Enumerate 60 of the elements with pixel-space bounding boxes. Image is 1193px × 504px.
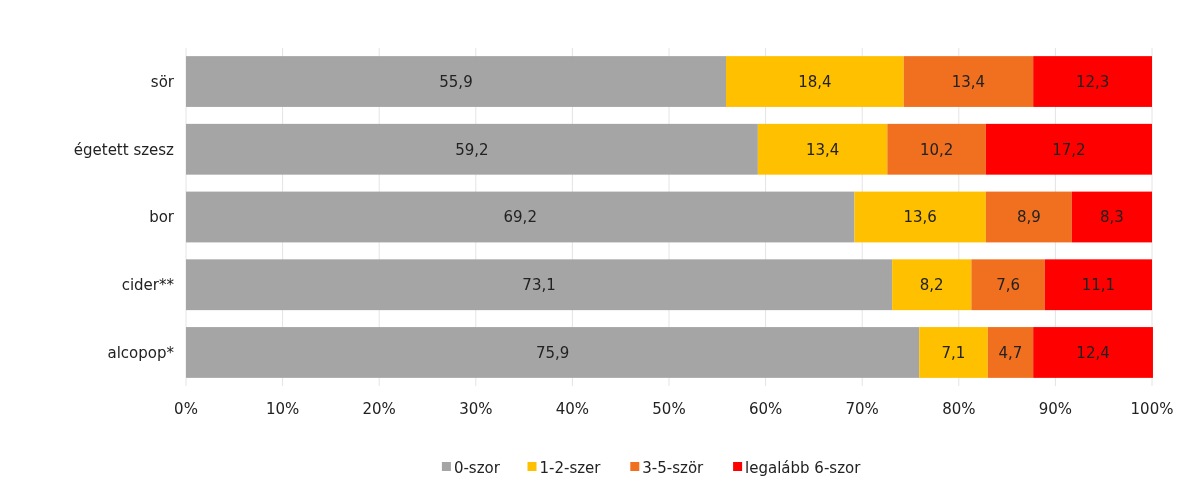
y-tick-label: cider** <box>121 275 175 294</box>
y-tick-label: sör <box>150 72 175 91</box>
data-label: 13,4 <box>951 72 986 91</box>
data-label: 13,4 <box>805 140 840 159</box>
data-label: 13,6 <box>903 208 937 227</box>
y-tick-label: égetett szesz <box>73 140 175 159</box>
bar <box>919 327 988 378</box>
bar <box>186 56 726 107</box>
data-label: 12,4 <box>1076 343 1110 362</box>
bar <box>725 56 904 107</box>
x-tick-label: 100% <box>1130 400 1174 418</box>
bar <box>1033 56 1152 107</box>
data-label: 7,1 <box>941 343 966 362</box>
bar <box>186 123 758 175</box>
data-label: 73,1 <box>522 275 556 294</box>
legend-label: legalább 6-szor <box>745 459 862 478</box>
data-label: 8,9 <box>1016 208 1041 227</box>
data-label: 8,2 <box>919 275 944 294</box>
bar <box>987 327 1034 378</box>
data-label: 55,9 <box>439 72 473 91</box>
x-tick-label: 40% <box>555 400 590 418</box>
x-tick-label: 90% <box>1038 400 1073 418</box>
bar <box>186 327 920 378</box>
x-tick-label: 30% <box>459 400 493 418</box>
data-label: 4,7 <box>998 343 1023 362</box>
x-tick-label: 0% <box>174 400 198 418</box>
x-tick-label: 10% <box>265 400 300 418</box>
bar <box>971 259 1045 311</box>
x-tick-label: 70% <box>845 400 879 418</box>
bar <box>757 123 888 175</box>
bar <box>892 259 972 311</box>
data-label: 11,1 <box>1081 275 1116 294</box>
x-tick-label: 20% <box>362 400 396 418</box>
bar <box>985 191 1072 243</box>
bar <box>1044 259 1152 311</box>
bar <box>186 259 893 311</box>
y-tick-label: alcopop* <box>107 343 175 362</box>
y-tick-label: bor <box>149 208 175 227</box>
data-label: 59,2 <box>455 140 489 159</box>
data-label: 8,3 <box>1099 208 1124 227</box>
x-tick-label: 60% <box>748 400 783 418</box>
bar <box>854 191 986 243</box>
legend-label: 3-5-ször <box>642 459 705 478</box>
bar <box>903 56 1034 107</box>
data-label: 69,2 <box>503 208 537 227</box>
data-label: 12,3 <box>1075 72 1110 91</box>
bar <box>1033 327 1153 378</box>
bar <box>186 191 855 243</box>
x-tick-label: 50% <box>652 400 686 418</box>
bar <box>887 123 986 175</box>
data-label: 17,2 <box>1052 140 1086 159</box>
legend-label: 0-szor <box>453 459 501 478</box>
bar <box>1071 191 1152 243</box>
legend-label: 1-2-szer <box>539 459 602 478</box>
data-label: 75,9 <box>535 343 570 362</box>
data-label: 7,6 <box>996 275 1020 294</box>
x-tick-label: 80% <box>942 400 976 418</box>
data-label: 10,2 <box>919 140 954 159</box>
data-label: 18,4 <box>798 72 832 91</box>
bar <box>985 123 1152 175</box>
